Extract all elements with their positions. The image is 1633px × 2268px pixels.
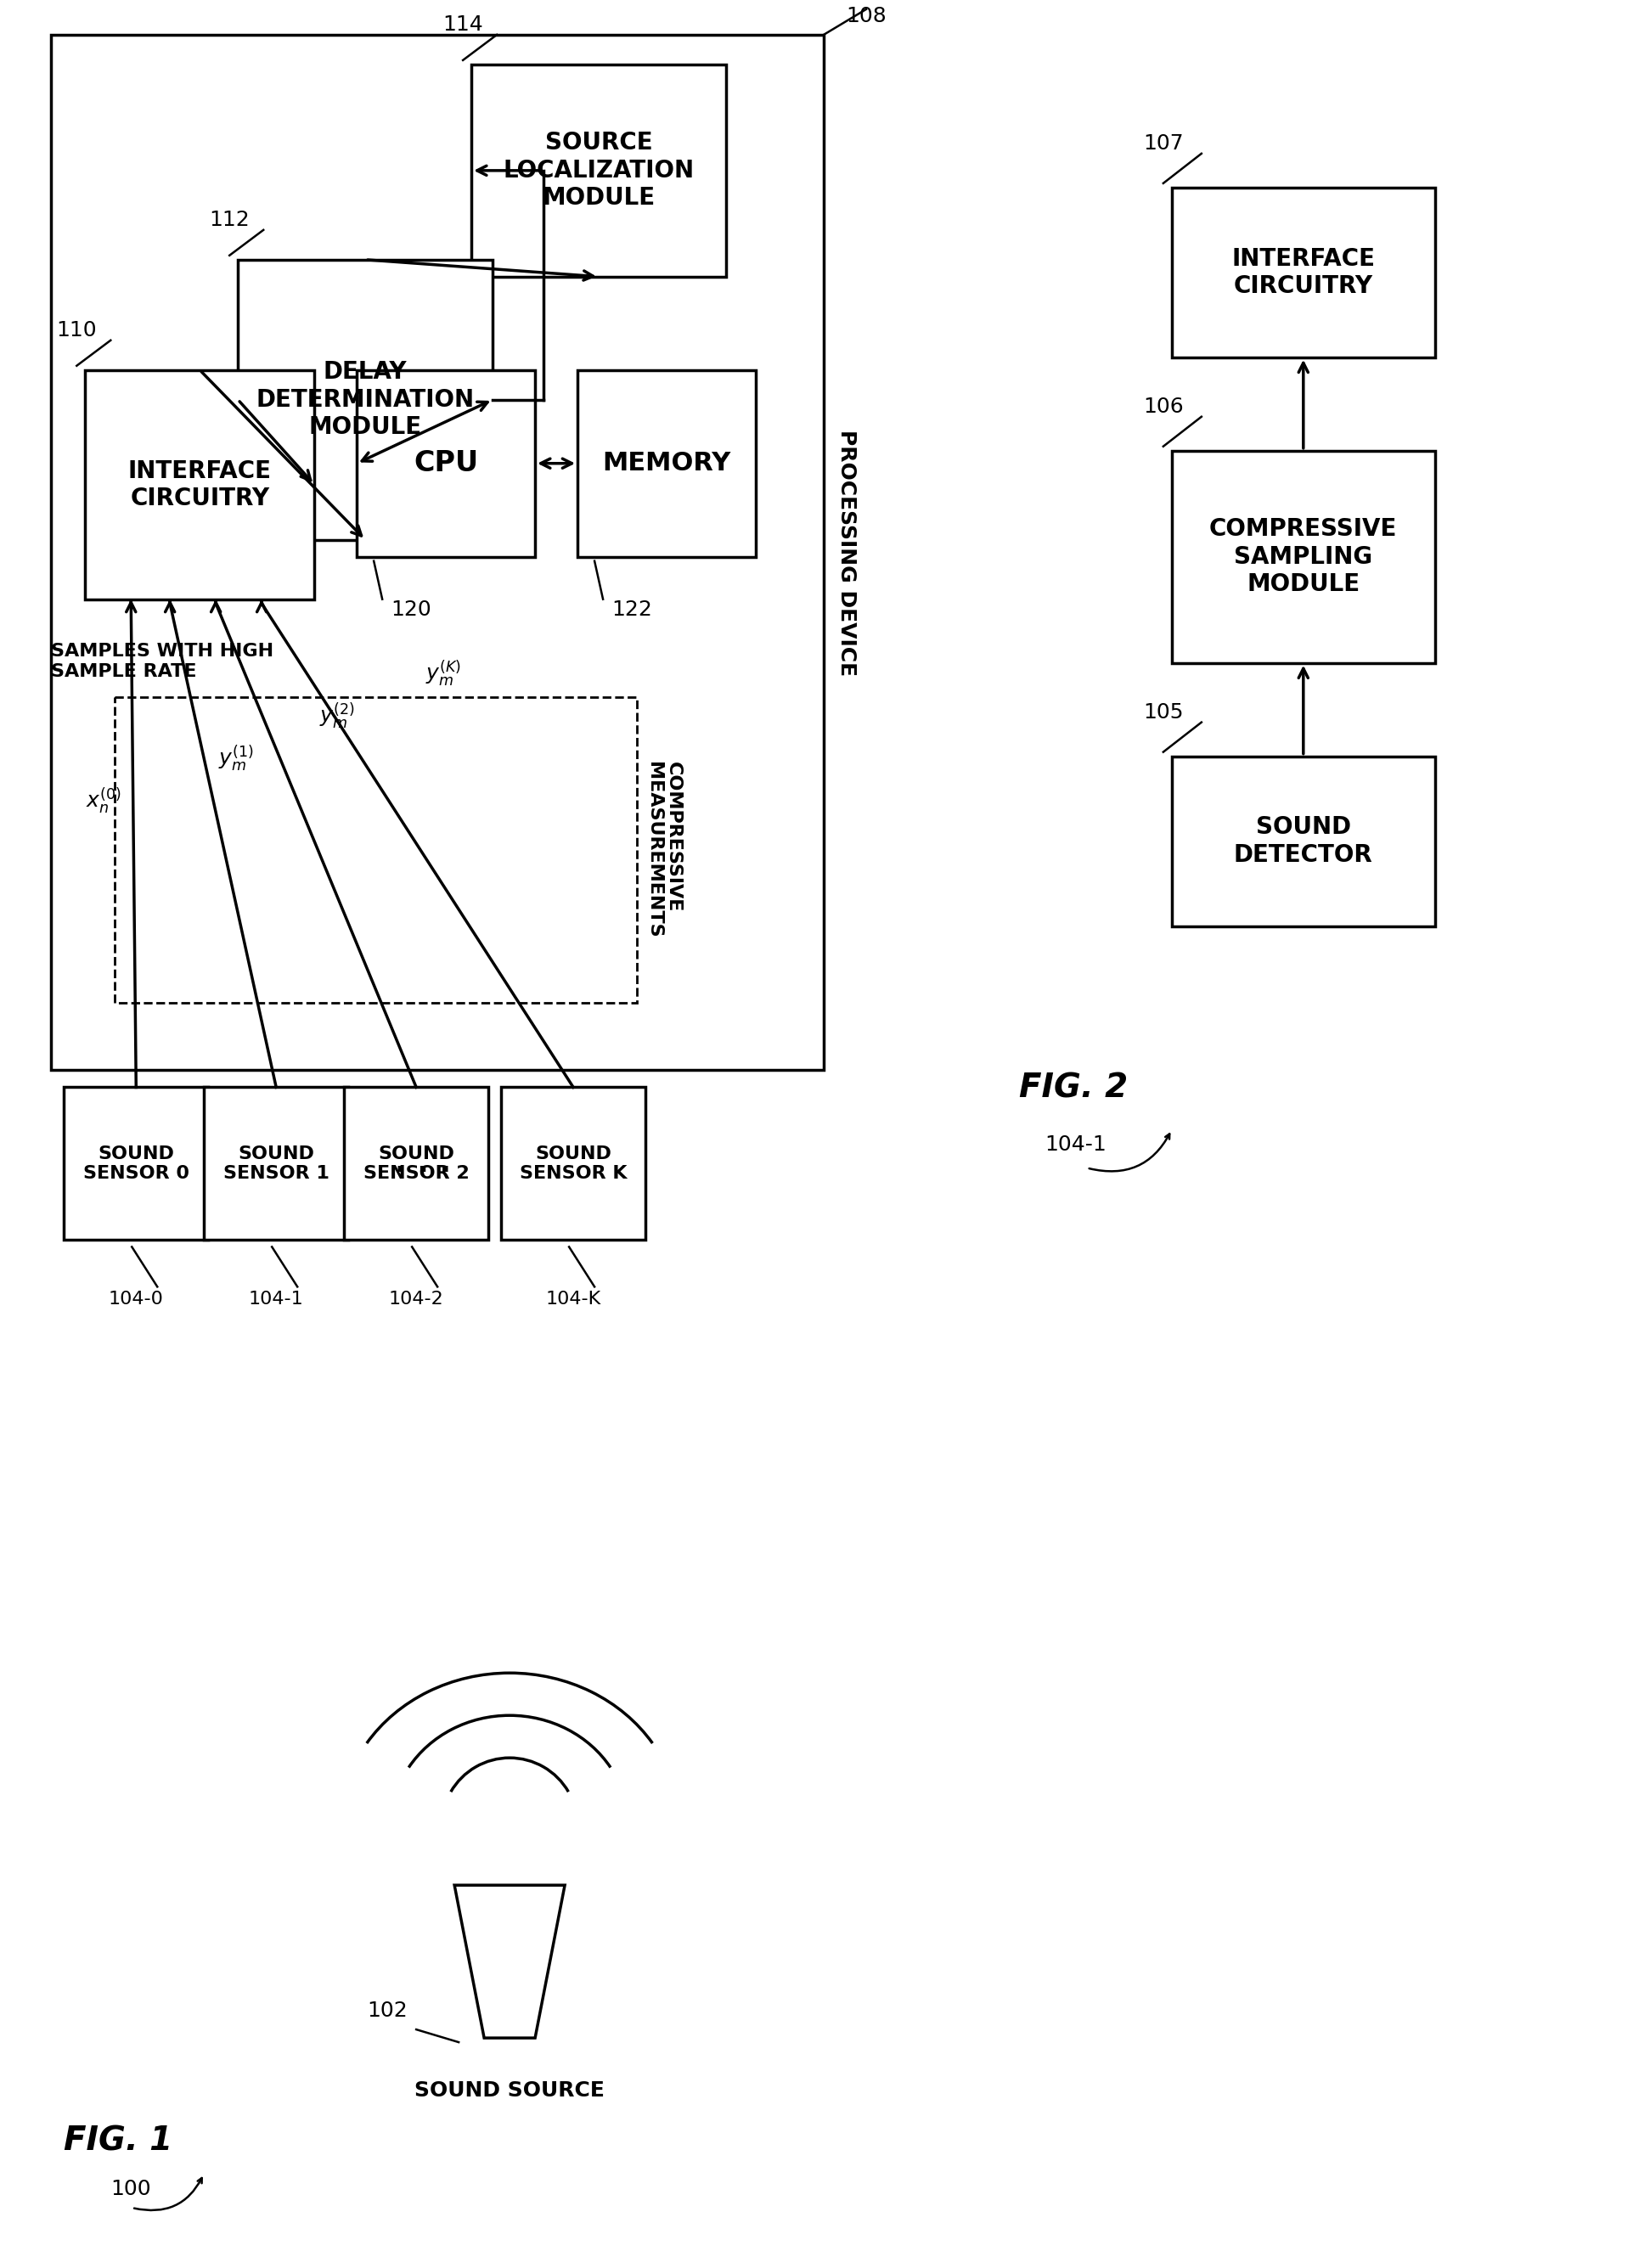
Bar [356,370,536,556]
Bar [1171,755,1434,925]
Text: FIG. 1: FIG. 1 [64,2125,173,2157]
Text: 104-1: 104-1 [248,1290,304,1309]
Text: INTERFACE
CIRCUITRY: INTERFACE CIRCUITRY [127,458,271,510]
Bar [1171,188,1434,358]
Text: 108: 108 [846,7,887,27]
Text: 122: 122 [611,599,652,619]
Text: SOUND
SENSOR 1: SOUND SENSOR 1 [224,1145,328,1182]
Bar [114,696,637,1002]
Bar [204,1086,348,1241]
Bar [501,1086,645,1241]
Bar [64,1086,207,1241]
Bar [238,259,493,540]
Text: 100: 100 [111,2180,150,2200]
Text: 112: 112 [209,209,250,229]
Bar [472,64,725,277]
Bar [1171,451,1434,662]
Text: INTERFACE
CIRCUITRY: INTERFACE CIRCUITRY [1231,247,1375,297]
Bar [576,370,756,556]
Text: FIG. 2: FIG. 2 [1019,1073,1127,1105]
Text: PROCESSING DEVICE: PROCESSING DEVICE [836,429,856,676]
Text: 110: 110 [57,320,96,340]
Text: $y_m^{(2)}$: $y_m^{(2)}$ [320,701,354,730]
Text: 102: 102 [367,2000,408,2021]
Text: 104-2: 104-2 [389,1290,444,1309]
Bar [51,34,823,1070]
Text: SOUND
SENSOR 0: SOUND SENSOR 0 [83,1145,189,1182]
Text: DELAY
DETERMINATION
MODULE: DELAY DETERMINATION MODULE [256,361,474,440]
Text: 104-K: 104-K [545,1290,601,1309]
Text: 107: 107 [1143,134,1182,154]
Text: COMPRESSIVE
SAMPLING
MODULE: COMPRESSIVE SAMPLING MODULE [1208,517,1396,596]
Text: MEMORY: MEMORY [603,451,730,476]
Polygon shape [454,1885,565,2039]
Text: $y_m^{(1)}$: $y_m^{(1)}$ [217,744,253,773]
Text: SOUND SOURCE: SOUND SOURCE [415,2080,604,2100]
Text: CPU: CPU [413,449,478,476]
Bar [85,370,314,599]
Text: . . .: . . . [394,1150,451,1177]
Text: 106: 106 [1143,397,1182,417]
Text: 105: 105 [1143,701,1182,721]
Text: SOUND
SENSOR K: SOUND SENSOR K [519,1145,627,1182]
Bar [345,1086,488,1241]
Text: $y_m^{(K)}$: $y_m^{(K)}$ [425,658,461,689]
Text: $x_n^{(0)}$: $x_n^{(0)}$ [87,785,121,816]
Text: 120: 120 [390,599,431,619]
Text: SOURCE
LOCALIZATION
MODULE: SOURCE LOCALIZATION MODULE [503,132,694,211]
Text: SAMPLES WITH HIGH
SAMPLE RATE: SAMPLES WITH HIGH SAMPLE RATE [51,644,274,680]
Text: 114: 114 [443,14,483,34]
Text: SOUND
SENSOR 2: SOUND SENSOR 2 [363,1145,469,1182]
Text: 104-0: 104-0 [108,1290,163,1309]
Text: 104-1: 104-1 [1043,1134,1106,1154]
Text: SOUND
DETECTOR: SOUND DETECTOR [1233,816,1372,866]
Text: COMPRESSIVE
MEASUREMENTS: COMPRESSIVE MEASUREMENTS [645,762,681,937]
